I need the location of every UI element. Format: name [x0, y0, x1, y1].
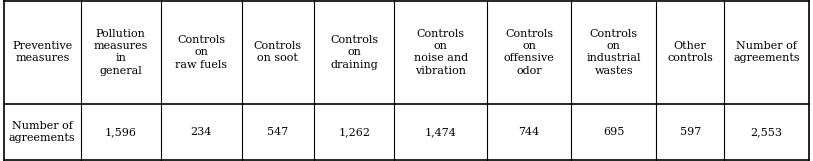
Text: Controls
on
offensive
odor: Controls on offensive odor [504, 29, 554, 76]
Text: Controls
on
noise and
vibration: Controls on noise and vibration [414, 29, 467, 76]
Text: 1,596: 1,596 [105, 127, 137, 137]
Text: Other
controls: Other controls [667, 41, 713, 63]
Text: Number of
agreements: Number of agreements [733, 41, 800, 63]
Text: Preventive
measures: Preventive measures [12, 41, 72, 63]
Text: Pollution
measures
in
general: Pollution measures in general [93, 29, 148, 76]
Text: 234: 234 [190, 127, 212, 137]
Text: Controls
on
raw fuels: Controls on raw fuels [175, 35, 228, 70]
Text: Number of
agreements: Number of agreements [9, 121, 76, 143]
Text: 744: 744 [519, 127, 540, 137]
Text: 597: 597 [680, 127, 701, 137]
Text: 547: 547 [267, 127, 289, 137]
Text: 695: 695 [603, 127, 624, 137]
Text: Controls
on
industrial
wastes: Controls on industrial wastes [586, 29, 641, 76]
Text: 1,474: 1,474 [424, 127, 457, 137]
Text: 2,553: 2,553 [750, 127, 783, 137]
Text: Controls
on
draining: Controls on draining [330, 35, 378, 70]
Text: Controls
on soot: Controls on soot [254, 41, 302, 63]
Text: 1,262: 1,262 [338, 127, 370, 137]
